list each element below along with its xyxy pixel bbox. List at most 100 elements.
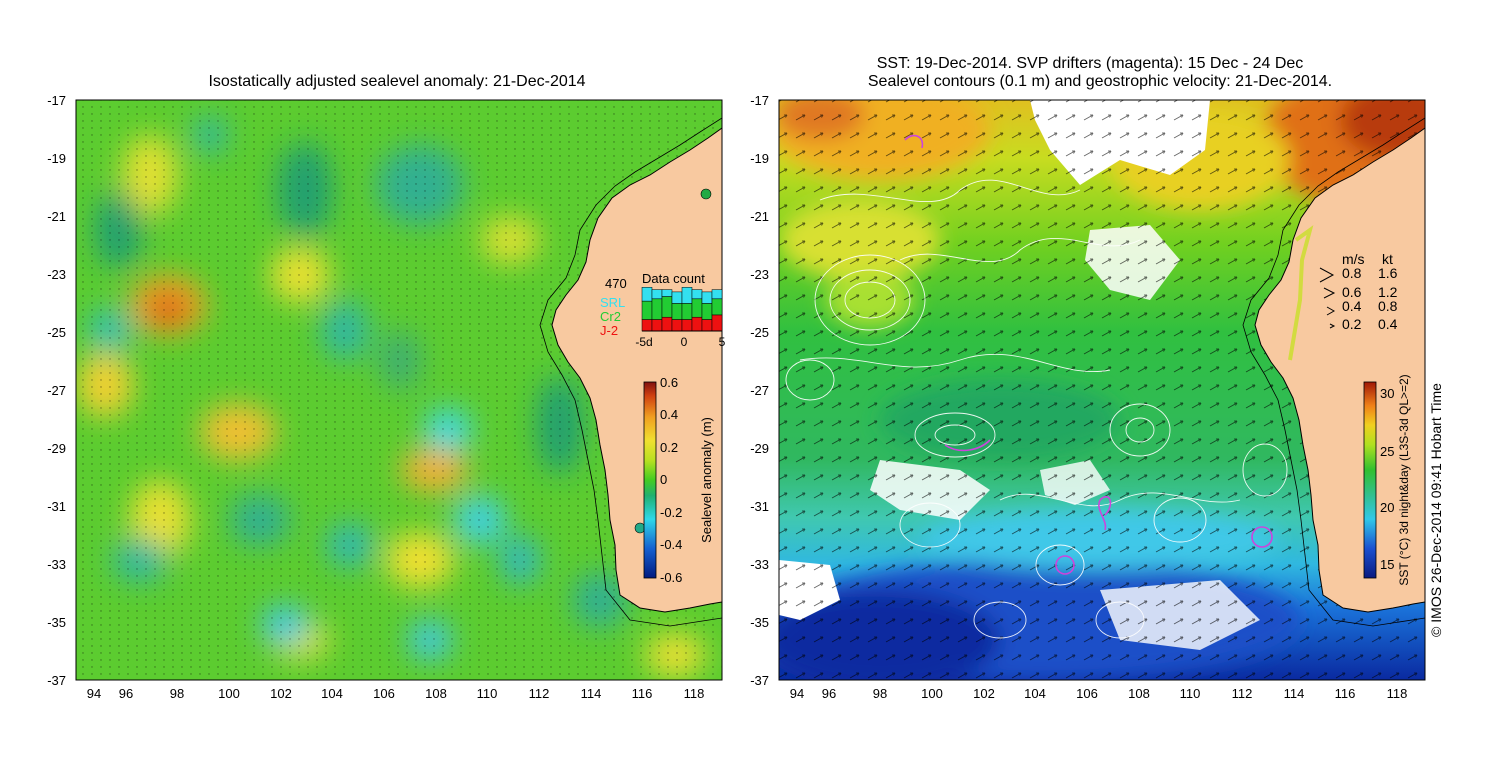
drifter-track (904, 134, 924, 149)
y-tick-label: -23 (750, 267, 769, 282)
x-tick-label: 116 (1335, 686, 1356, 701)
sla-cbar-tick: 0.6 (660, 375, 678, 390)
x-tick-label: 106 (1076, 686, 1098, 701)
coastal-warm-strip (1288, 225, 1314, 361)
sla-map (76, 100, 722, 680)
sst-colorbar: 30 25 20 15 SST (°C) 3d night&day (L3S-3… (1363, 374, 1411, 586)
y-tick-label: -31 (750, 499, 769, 514)
legend-j2: J-2 (600, 323, 618, 338)
contour-line (973, 601, 1027, 639)
y-tick-label: -25 (47, 325, 66, 340)
velocity-legend-ms: 0.4 (1342, 298, 1362, 314)
shelf-contour (1242, 117, 1425, 627)
velocity-arrow-icon (1326, 306, 1336, 316)
data-count-title: Data count (642, 271, 705, 286)
data-count-bar-srl (681, 287, 693, 304)
x-tick-label: 98 (170, 686, 184, 701)
data-count-bar-srl (651, 289, 663, 300)
velocity-legend-kt: 1.2 (1378, 284, 1398, 300)
contour-line (1095, 601, 1145, 639)
x-tick-label: 102 (973, 686, 995, 701)
sst-cbar-tick: 20 (1380, 500, 1394, 515)
data-count-bar-srl (641, 287, 653, 302)
x-tick-label: 94 (790, 686, 804, 701)
contour-line (914, 412, 996, 458)
right-panel: SST: 19-Dec-2014. SVP drifters (magenta)… (750, 55, 1444, 701)
data-count-bar-srl (701, 291, 713, 304)
y-tick-label: -19 (750, 151, 769, 166)
contour-line (785, 359, 835, 401)
velocity-legend-ms-header: m/s (1342, 251, 1365, 267)
data-count-bar-j2 (661, 316, 673, 332)
left-y-axis: -17 -19 -21 -23 -25 -27 -29 -31 -33 -35 … (47, 93, 66, 688)
velocity-arrow-icon (1329, 323, 1336, 329)
sst-cbar-label: SST (°C) 3d night&day (L3S-3d QL>=2) (1397, 374, 1411, 585)
x-tick-label: 118 (684, 686, 705, 701)
data-count-xtick: 5 (719, 335, 726, 349)
y-tick-label: -27 (750, 383, 769, 398)
data-count-bar-cr2 (711, 298, 723, 316)
data-count-bar-j2 (701, 319, 713, 332)
x-tick-label: 116 (632, 686, 653, 701)
data-count-xtick: -5d (635, 335, 652, 349)
data-count-bar-srl (671, 291, 683, 304)
velocity-legend: m/s kt 0.8 1.6 0.6 1.2 0.4 0.8 0.2 0.4 (1319, 251, 1398, 332)
drifter-track (944, 439, 991, 452)
velocity-legend-ms: 0.6 (1342, 284, 1362, 300)
tide-gauge-marker (700, 188, 712, 200)
data-count-bar-cr2 (681, 303, 693, 320)
tide-gauge-marker (634, 522, 646, 534)
velocity-legend-kt: 0.8 (1378, 298, 1398, 314)
velocity-legend-ms: 0.8 (1342, 265, 1362, 281)
y-tick-label: -21 (750, 209, 769, 224)
data-count-bar-j2 (681, 319, 693, 332)
x-tick-label: 110 (1180, 686, 1201, 701)
data-count-bar-j2 (641, 319, 653, 332)
sst-map (779, 100, 1425, 680)
velocity-legend-kt-header: kt (1382, 251, 1393, 267)
left-x-axis: 94 96 98 100 102 104 106 108 110 112 114… (87, 686, 705, 701)
sla-cbar-tick: -0.4 (660, 537, 682, 552)
contour-line (1109, 403, 1171, 457)
australia-land (1254, 100, 1425, 613)
data-count-bar-srl (691, 289, 703, 300)
data-count-max: 470 (605, 276, 627, 291)
data-count-inset: Data count 470 SRL Cr2 J-2 -5d 0 5 (600, 271, 726, 349)
x-tick-label: 114 (581, 686, 602, 701)
drifter-track (1251, 526, 1273, 548)
contour-line (829, 269, 911, 331)
left-title: Isostatically adjusted sealevel anomaly:… (208, 73, 585, 90)
x-tick-label: 110 (477, 686, 498, 701)
sla-cbar-tick: 0 (660, 472, 667, 487)
x-tick-label: 98 (873, 686, 887, 701)
data-count-bar-cr2 (701, 303, 713, 320)
x-tick-label: 96 (119, 686, 133, 701)
contour-line (934, 424, 976, 446)
y-tick-label: -17 (47, 93, 66, 108)
x-tick-label: 100 (921, 686, 943, 701)
y-tick-label: -33 (750, 557, 769, 572)
y-tick-label: -35 (750, 615, 769, 630)
velocity-legend-kt: 0.4 (1378, 316, 1398, 332)
y-tick-label: -27 (47, 383, 66, 398)
sst-cbar-tick: 25 (1380, 444, 1394, 459)
y-tick-label: -33 (47, 557, 66, 572)
data-count-bar-j2 (671, 319, 683, 332)
right-frame (778, 99, 1426, 681)
sla-cbar-tick: -0.2 (660, 505, 682, 520)
contour-line (844, 281, 896, 319)
velocity-legend-ms: 0.2 (1342, 316, 1362, 332)
data-count-bar-srl (661, 289, 673, 297)
australia-land (551, 100, 722, 613)
contour-line (799, 353, 1111, 372)
imos-credit: © IMOS 26-Dec-2014 09:41 Hobart Time (1428, 383, 1444, 637)
contour-line (899, 237, 1141, 263)
x-tick-label: 100 (218, 686, 240, 701)
contour-line (1153, 497, 1207, 543)
sst-cbar-tick: 15 (1380, 557, 1394, 572)
legend-cr2: Cr2 (600, 309, 621, 324)
x-tick-label: 118 (1387, 686, 1408, 701)
right-title-line2: Sealevel contours (0.1 m) and geostrophi… (868, 73, 1332, 90)
x-tick-label: 114 (1284, 686, 1305, 701)
